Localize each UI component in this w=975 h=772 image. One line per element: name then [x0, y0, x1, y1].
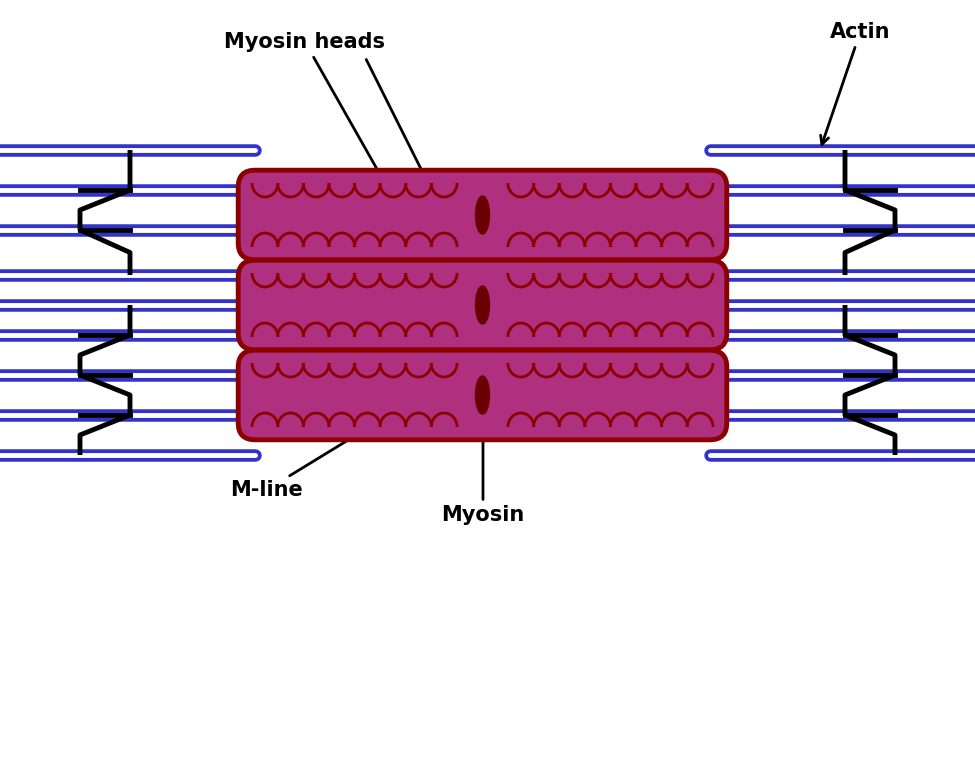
Text: M-line: M-line — [230, 393, 425, 500]
Ellipse shape — [476, 376, 489, 414]
Text: Myosin: Myosin — [442, 396, 525, 525]
Text: Actin: Actin — [821, 22, 890, 144]
FancyBboxPatch shape — [238, 170, 726, 260]
Ellipse shape — [476, 196, 489, 234]
FancyBboxPatch shape — [238, 260, 726, 350]
Ellipse shape — [476, 286, 489, 324]
FancyBboxPatch shape — [238, 350, 726, 440]
Text: Myosin heads: Myosin heads — [224, 32, 387, 187]
